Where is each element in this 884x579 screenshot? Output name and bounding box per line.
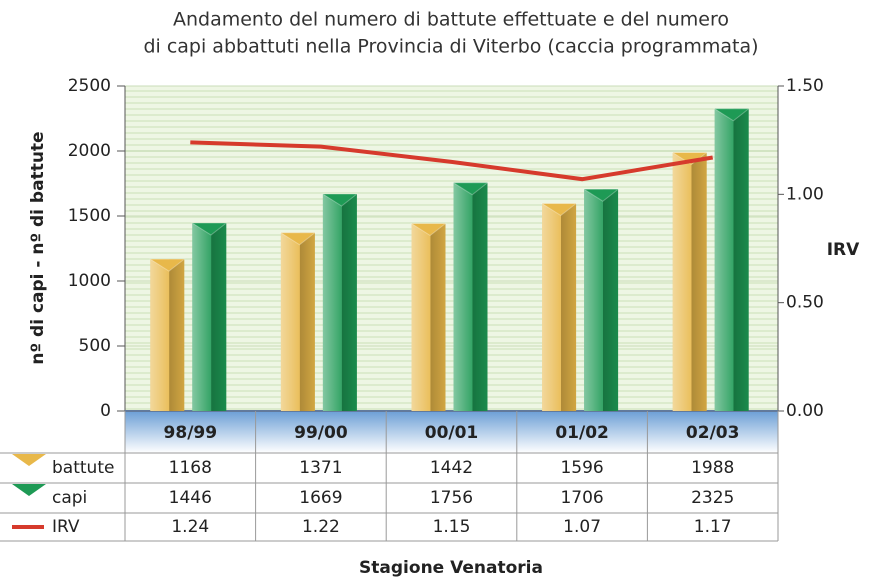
table-value: 1596	[560, 458, 603, 478]
bar-shade	[411, 223, 446, 411]
legend-label: battute	[52, 458, 114, 478]
bar-shade	[542, 203, 577, 411]
x-tick-label: 01/02	[555, 423, 609, 443]
y2-tick-label: 1.00	[786, 184, 824, 204]
table-value: 1.22	[302, 517, 340, 537]
y-axis-label: nº di capi - nº di battute	[28, 131, 48, 364]
table-value: 1.17	[694, 517, 732, 537]
bar-shade	[714, 108, 749, 411]
y-tick-label: 2500	[68, 76, 111, 96]
y2-axis-label: IRV	[827, 240, 860, 260]
table-value: 1446	[169, 488, 212, 508]
x-tick-label: 02/03	[686, 423, 740, 443]
bar-shade	[672, 152, 707, 411]
bar-shade	[150, 259, 185, 411]
chart-title: di capi abbattuti nella Provincia di Vit…	[143, 36, 758, 58]
table-value: 1706	[560, 488, 603, 508]
bar-cap	[279, 232, 317, 246]
table-value: 1669	[299, 488, 342, 508]
bar-shade	[192, 223, 227, 411]
plot-area	[125, 86, 778, 411]
y-tick-label: 500	[79, 336, 111, 356]
legend-label: IRV	[52, 517, 80, 537]
bar-cap	[148, 258, 186, 272]
y2-tick-label: 0.50	[786, 293, 824, 313]
bar-cap	[190, 222, 228, 236]
legend-label: capi	[52, 488, 87, 508]
legend-icon	[12, 484, 46, 496]
y-tick-label: 1000	[68, 271, 111, 291]
bar-cap	[451, 182, 489, 196]
table-value: 1756	[430, 488, 473, 508]
y-tick-label: 0	[100, 401, 111, 421]
table-value: 1.07	[563, 517, 601, 537]
bar-cap	[540, 203, 578, 217]
table-value: 1.15	[433, 517, 471, 537]
bar-shade	[322, 194, 357, 411]
table-value: 1988	[691, 458, 734, 478]
table-value: 1371	[299, 458, 342, 478]
table-value: 1168	[169, 458, 212, 478]
line	[190, 140, 714, 182]
table-value: 2325	[691, 488, 734, 508]
y2-tick-label: 1.50	[786, 76, 824, 96]
y-tick-label: 2000	[68, 141, 111, 161]
table-value: 1.24	[171, 517, 209, 537]
chart-title: Andamento del numero di battute effettua…	[173, 9, 729, 31]
table-value: 1442	[430, 458, 473, 478]
bar-shade	[453, 182, 488, 411]
bar-shade	[280, 232, 315, 411]
category-band	[125, 411, 778, 453]
bar-cap	[409, 223, 447, 237]
x-tick-label: 99/00	[294, 423, 348, 443]
y2-tick-label: 0.00	[786, 401, 824, 421]
y-tick-label: 1500	[68, 206, 111, 226]
bar-cap	[582, 188, 620, 202]
bar-cap	[321, 193, 359, 207]
x-axis-label: Stagione Venatoria	[359, 558, 543, 578]
bar-cap	[712, 108, 751, 122]
x-tick-label: 00/01	[425, 423, 479, 443]
bar-shade	[584, 189, 619, 411]
legend-icon	[12, 454, 46, 466]
x-tick-label: 98/99	[164, 423, 218, 443]
